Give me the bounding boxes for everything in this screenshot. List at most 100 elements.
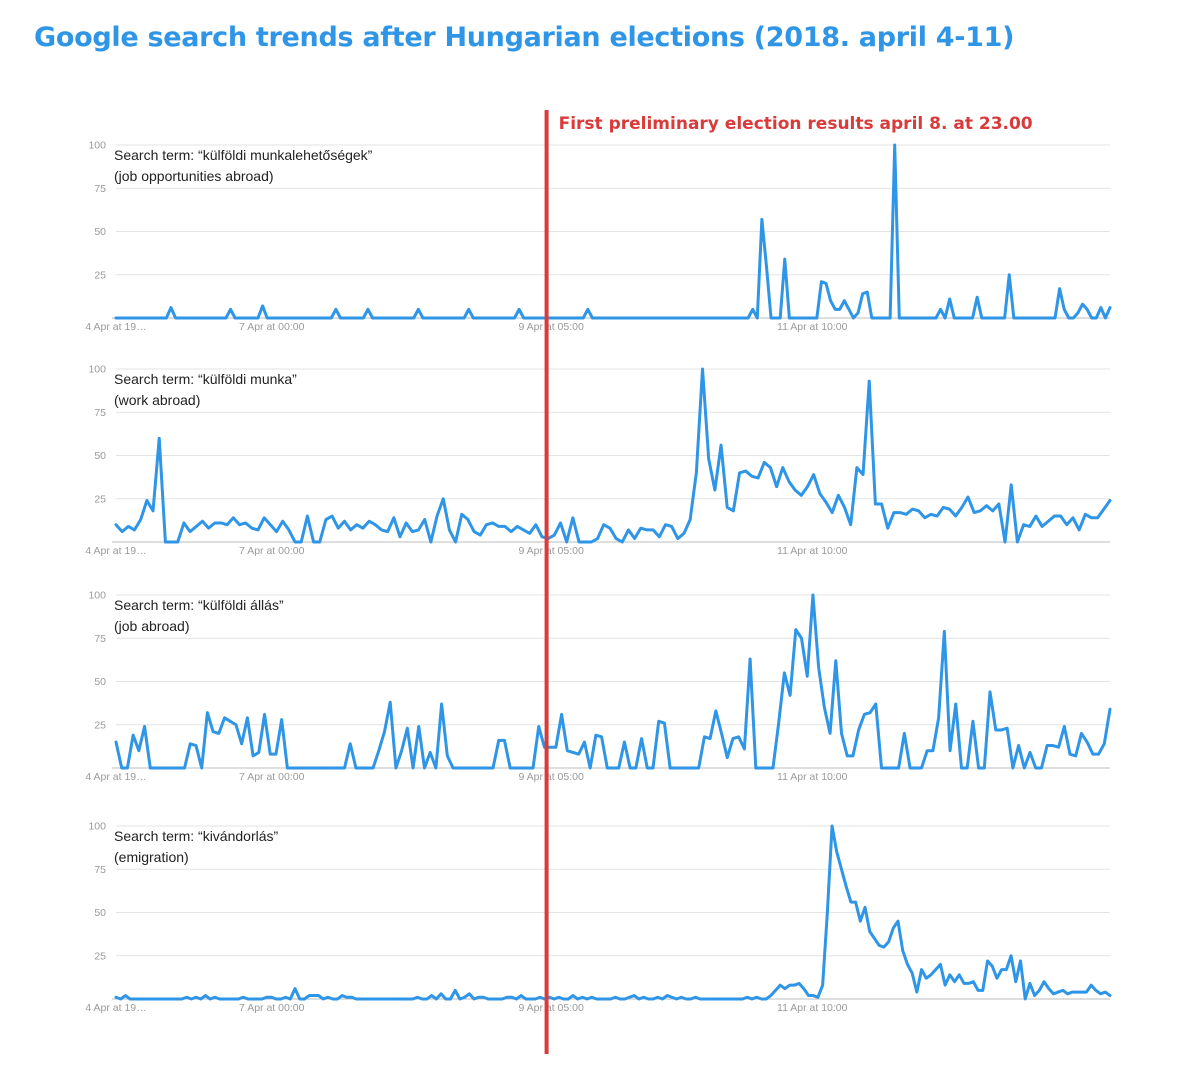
data-point (733, 317, 735, 319)
data-point (459, 998, 461, 1000)
data-point (306, 515, 308, 517)
data-point (745, 470, 747, 472)
data-point (360, 998, 362, 1000)
data-point (614, 317, 616, 319)
data-point (526, 767, 528, 769)
data-point (1040, 767, 1043, 769)
data-point (138, 750, 140, 752)
data-point (1103, 743, 1105, 745)
data-point (393, 517, 395, 519)
x-tick-label: 11 Apr at 10:00 (777, 545, 848, 557)
data-point (326, 317, 328, 319)
data-point (532, 317, 534, 319)
data-point (600, 736, 603, 738)
data-point (275, 753, 277, 755)
data-point (548, 996, 551, 998)
data-point (784, 988, 786, 990)
data-point (166, 767, 169, 769)
data-point (955, 515, 957, 517)
data-point (1018, 744, 1020, 747)
x-tick-label: 7 Apr at 00:00 (239, 1002, 305, 1014)
data-point (120, 998, 122, 1000)
data-point (939, 308, 942, 310)
data-point (133, 317, 135, 319)
data-point (686, 767, 688, 769)
data-point (149, 767, 151, 769)
data-point (538, 725, 540, 728)
data-point (932, 750, 934, 752)
data-point (1029, 525, 1031, 528)
data-point (383, 998, 386, 1000)
data-point (664, 524, 667, 526)
data-point (1060, 515, 1062, 517)
data-point (454, 541, 457, 543)
data-point (431, 317, 433, 319)
data-point (873, 937, 876, 940)
data-point (321, 317, 323, 319)
data-point (732, 510, 734, 512)
data-point (789, 984, 791, 986)
data-point (535, 524, 537, 526)
data-point (566, 541, 568, 543)
data-point (936, 515, 938, 517)
data-point (448, 529, 450, 531)
data-point (572, 994, 574, 997)
data-point (426, 317, 429, 319)
data-point (454, 317, 456, 319)
data-point (223, 717, 226, 719)
data-point (596, 317, 598, 319)
data-point (612, 767, 614, 769)
data-point (413, 317, 415, 319)
data-point (953, 981, 956, 983)
data-point (374, 524, 376, 526)
data-point (666, 994, 668, 997)
data-point (912, 317, 914, 319)
data-point (926, 317, 928, 319)
data-point (972, 720, 974, 722)
data-point (930, 513, 932, 515)
data-point (343, 520, 346, 522)
data-point (424, 518, 426, 521)
data-point (233, 998, 235, 1000)
x-tick-label: 7 Apr at 00:00 (239, 321, 305, 333)
data-point (189, 743, 191, 745)
data-point (973, 511, 975, 514)
data-point (1005, 968, 1007, 971)
data-point (829, 732, 831, 735)
data-point (1016, 541, 1018, 543)
data-point (710, 317, 713, 319)
data-point (1023, 767, 1025, 769)
x-tick-label: 9 Apr at 05:00 (518, 771, 584, 783)
data-point (1019, 960, 1022, 962)
data-point (978, 767, 980, 769)
data-point (183, 522, 185, 524)
data-point (794, 489, 796, 491)
data-point (516, 525, 518, 528)
data-point (903, 317, 905, 319)
search-term-translation: (job abroad) (114, 618, 190, 634)
data-point (241, 743, 243, 745)
data-point (177, 541, 179, 543)
data-point (820, 281, 823, 283)
data-point (772, 767, 774, 769)
data-point (902, 949, 904, 952)
data-point (605, 317, 607, 319)
data-point (252, 317, 255, 319)
y-tick-label: 50 (94, 676, 106, 688)
data-point (326, 767, 328, 769)
data-point (332, 998, 334, 1000)
data-point (289, 998, 291, 1000)
data-point (680, 996, 682, 998)
data-point (1017, 317, 1019, 319)
data-point (235, 724, 237, 726)
data-point (983, 767, 985, 769)
data-point (920, 767, 923, 769)
data-point (1103, 508, 1105, 510)
data-point (818, 667, 820, 669)
data-point (1041, 525, 1043, 528)
data-point (204, 994, 207, 997)
data-point (999, 317, 1001, 319)
data-point (387, 531, 389, 533)
data-point (281, 718, 283, 721)
data-point (752, 308, 754, 310)
